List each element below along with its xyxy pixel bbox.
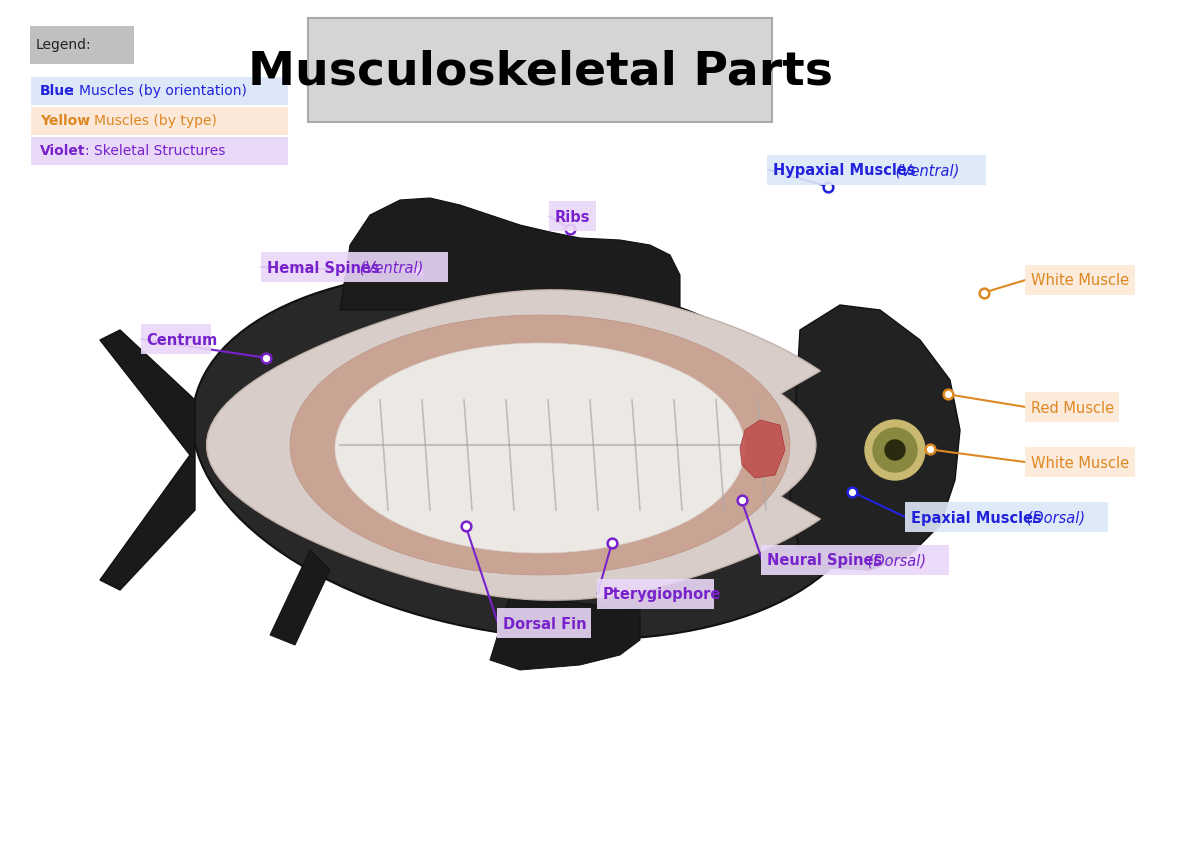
Text: Musculoskeletal Parts: Musculoskeletal Parts [247,49,833,94]
FancyBboxPatch shape [31,137,288,165]
Text: Pterygiophore: Pterygiophore [602,587,721,602]
Text: Dorsal Fin: Dorsal Fin [503,616,587,632]
Polygon shape [335,343,745,553]
FancyBboxPatch shape [31,107,288,135]
Text: (Dorsal): (Dorsal) [1022,510,1085,526]
Polygon shape [490,595,640,670]
Text: White Muscle: White Muscle [1031,273,1129,288]
Text: Neural Spines: Neural Spines [767,553,882,568]
Text: Blue: Blue [40,84,74,98]
FancyBboxPatch shape [761,544,949,575]
Circle shape [874,428,917,472]
Polygon shape [340,198,680,310]
Ellipse shape [192,271,868,639]
Text: : Skeletal Structures: : Skeletal Structures [85,144,226,158]
Polygon shape [290,315,790,575]
Text: : Muscles (by type): : Muscles (by type) [85,114,217,128]
FancyBboxPatch shape [30,26,134,64]
Polygon shape [100,330,194,590]
Text: Centrum: Centrum [146,332,218,348]
Polygon shape [206,290,821,600]
FancyBboxPatch shape [1025,447,1135,477]
Polygon shape [740,420,785,478]
FancyBboxPatch shape [548,201,596,232]
FancyBboxPatch shape [497,608,592,639]
Text: Hypaxial Muscles: Hypaxial Muscles [773,163,916,178]
Text: : Muscles (by orientation): : Muscles (by orientation) [70,84,247,98]
Circle shape [886,440,905,460]
Polygon shape [270,550,330,645]
Text: (Ventral): (Ventral) [355,260,424,276]
Polygon shape [790,305,960,570]
Text: Ribs: Ribs [554,209,590,225]
FancyBboxPatch shape [260,252,449,282]
Text: White Muscle: White Muscle [1031,455,1129,471]
FancyBboxPatch shape [1025,265,1135,295]
FancyBboxPatch shape [767,154,986,185]
Text: Red Muscle: Red Muscle [1031,400,1114,416]
FancyBboxPatch shape [31,77,288,105]
FancyBboxPatch shape [308,18,772,122]
Text: (Dorsal): (Dorsal) [863,553,926,568]
Text: Yellow: Yellow [40,114,90,128]
FancyBboxPatch shape [596,578,714,609]
Text: Epaxial Muscles: Epaxial Muscles [911,510,1042,526]
Text: (Ventral): (Ventral) [892,163,960,178]
FancyBboxPatch shape [905,502,1109,533]
Text: Legend:: Legend: [36,38,91,52]
Text: Hemal Spines: Hemal Spines [266,260,379,276]
Circle shape [865,420,925,480]
FancyBboxPatch shape [1025,392,1120,422]
FancyBboxPatch shape [140,324,211,354]
Text: Violet: Violet [40,144,85,158]
